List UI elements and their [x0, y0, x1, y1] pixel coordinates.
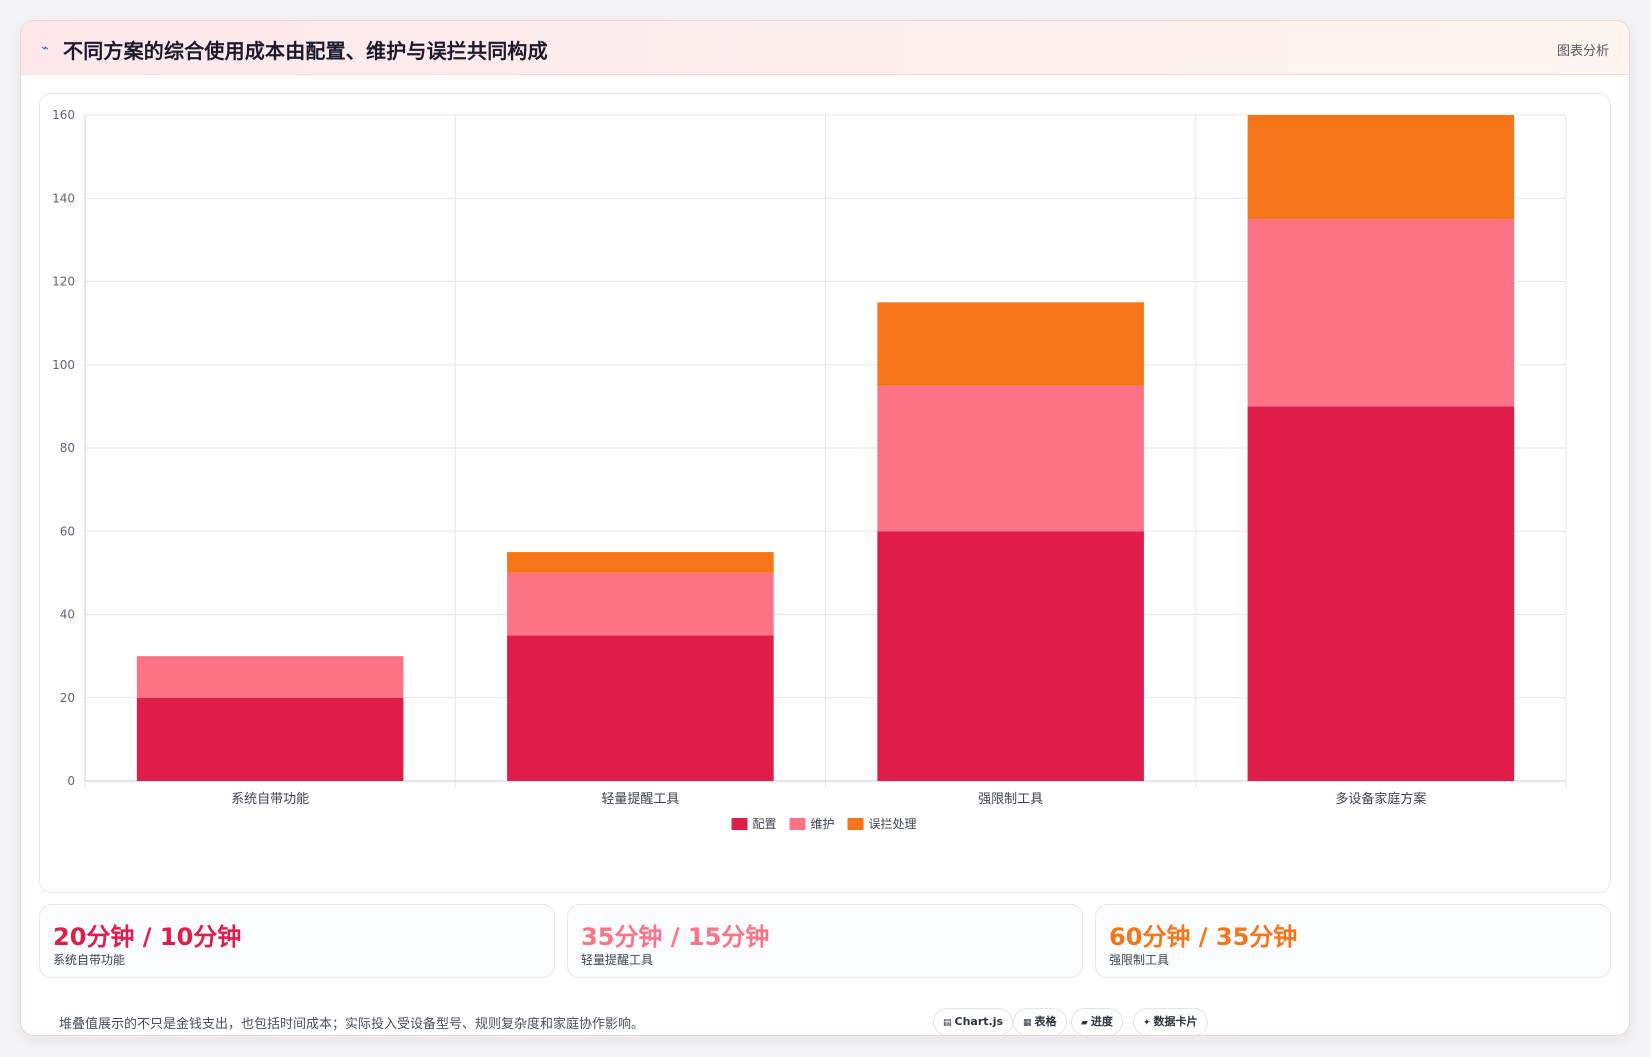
stat-card-system: 20分钟 / 10分钟 系统自带功能	[39, 904, 555, 978]
chip-label: 数据卡片	[1153, 1015, 1198, 1028]
bar-segment	[136, 697, 404, 781]
line-chart-icon: ⌁	[41, 41, 49, 56]
legend-swatch	[731, 818, 748, 830]
bar-segment	[877, 531, 1144, 781]
x-tick-label: 多设备家庭方案	[1335, 791, 1426, 807]
bar-segment	[1247, 406, 1515, 781]
y-tick-label: 100	[52, 358, 75, 372]
stat-label: 强限制工具	[1109, 953, 1170, 967]
bar-segment	[507, 572, 774, 636]
stat-card-light: 35分钟 / 15分钟 轻量提醒工具	[567, 904, 1083, 978]
bar-segment	[1247, 115, 1515, 220]
card-title: 不同方案的综合使用成本由配置、维护与误拦共同构成	[63, 39, 548, 63]
table-icon: ▦	[1023, 1018, 1032, 1028]
stat-cards: 20分钟 / 10分钟 系统自带功能 35分钟 / 15分钟 轻量提醒工具 60…	[39, 904, 1611, 978]
stat-value: 35分钟 / 15分钟	[581, 923, 770, 951]
x-tick-label: 系统自带功能	[231, 792, 309, 807]
card-header: ⌁ 不同方案的综合使用成本由配置、维护与误拦共同构成 图表分析	[21, 21, 1629, 75]
chip-label: Chart.js	[954, 1015, 1004, 1028]
chart-icon: ▤	[943, 1018, 952, 1028]
chip-data-card[interactable]: ✦ 数据卡片	[1133, 1008, 1208, 1035]
x-tick-label: 强限制工具	[978, 792, 1043, 807]
chart-panel: 0 20 40 60 80 100 120 140 160 系统自带功能 轻量提醒工具 强限制工具 多设…	[39, 93, 1611, 893]
stat-label: 系统自带功能	[53, 953, 126, 967]
chip-label: 进度	[1090, 1015, 1113, 1028]
stacked-bar-chart: 0 20 40 60 80 100 120 140 160 系统自带功能 轻量提醒工具 强限制工具 多设…	[52, 108, 1567, 831]
stat-value: 20分钟 / 10分钟	[53, 923, 242, 951]
bar-segment	[507, 552, 774, 573]
bar-segment	[1247, 219, 1515, 407]
x-tick-label: 轻量提醒工具	[601, 791, 679, 807]
y-tick-label: 20	[60, 691, 75, 705]
stat-card-strong: 60分钟 / 35分钟 强限制工具	[1095, 904, 1611, 978]
legend-label: 误拦处理	[869, 817, 917, 831]
chip-chartjs[interactable]: ▤ Chart.js	[933, 1008, 1014, 1035]
y-tick-label: 140	[52, 191, 75, 205]
chart-card: ⌁ 不同方案的综合使用成本由配置、维护与误拦共同构成 图表分析 0 20 40 60 8…	[20, 20, 1630, 1036]
y-tick-label: 160	[52, 108, 75, 122]
bar-segment	[877, 385, 1144, 532]
bar-segment	[136, 656, 404, 698]
stat-label: 轻量提醒工具	[581, 953, 654, 967]
chip-table[interactable]: ▦ 表格	[1013, 1008, 1067, 1035]
legend-label: 维护	[811, 817, 835, 831]
bar-segment	[507, 635, 774, 781]
y-tick-label: 60	[60, 524, 75, 538]
sparkle-icon: ✦	[1143, 1018, 1151, 1028]
y-tick-label: 120	[52, 275, 75, 289]
chip-label: 表格	[1034, 1015, 1057, 1028]
bar-segment	[877, 302, 1144, 386]
legend-label: 配置	[753, 817, 777, 831]
chip-progress[interactable]: ▰ 进度	[1071, 1008, 1123, 1035]
y-tick-label: 0	[67, 774, 75, 788]
progress-icon: ▰	[1081, 1018, 1088, 1028]
legend-swatch	[847, 818, 864, 830]
y-tick-label: 40	[60, 608, 75, 622]
y-tick-label: 80	[60, 441, 75, 455]
legend-swatch	[789, 818, 806, 830]
stat-value: 60分钟 / 35分钟	[1109, 923, 1298, 951]
footnote: 堆叠值展示的不只是金钱支出，也包括时间成本；实际投入受设备型号、规则复杂度和家庭…	[59, 1017, 645, 1032]
chart-analysis-tag: 图表分析	[1556, 44, 1609, 59]
